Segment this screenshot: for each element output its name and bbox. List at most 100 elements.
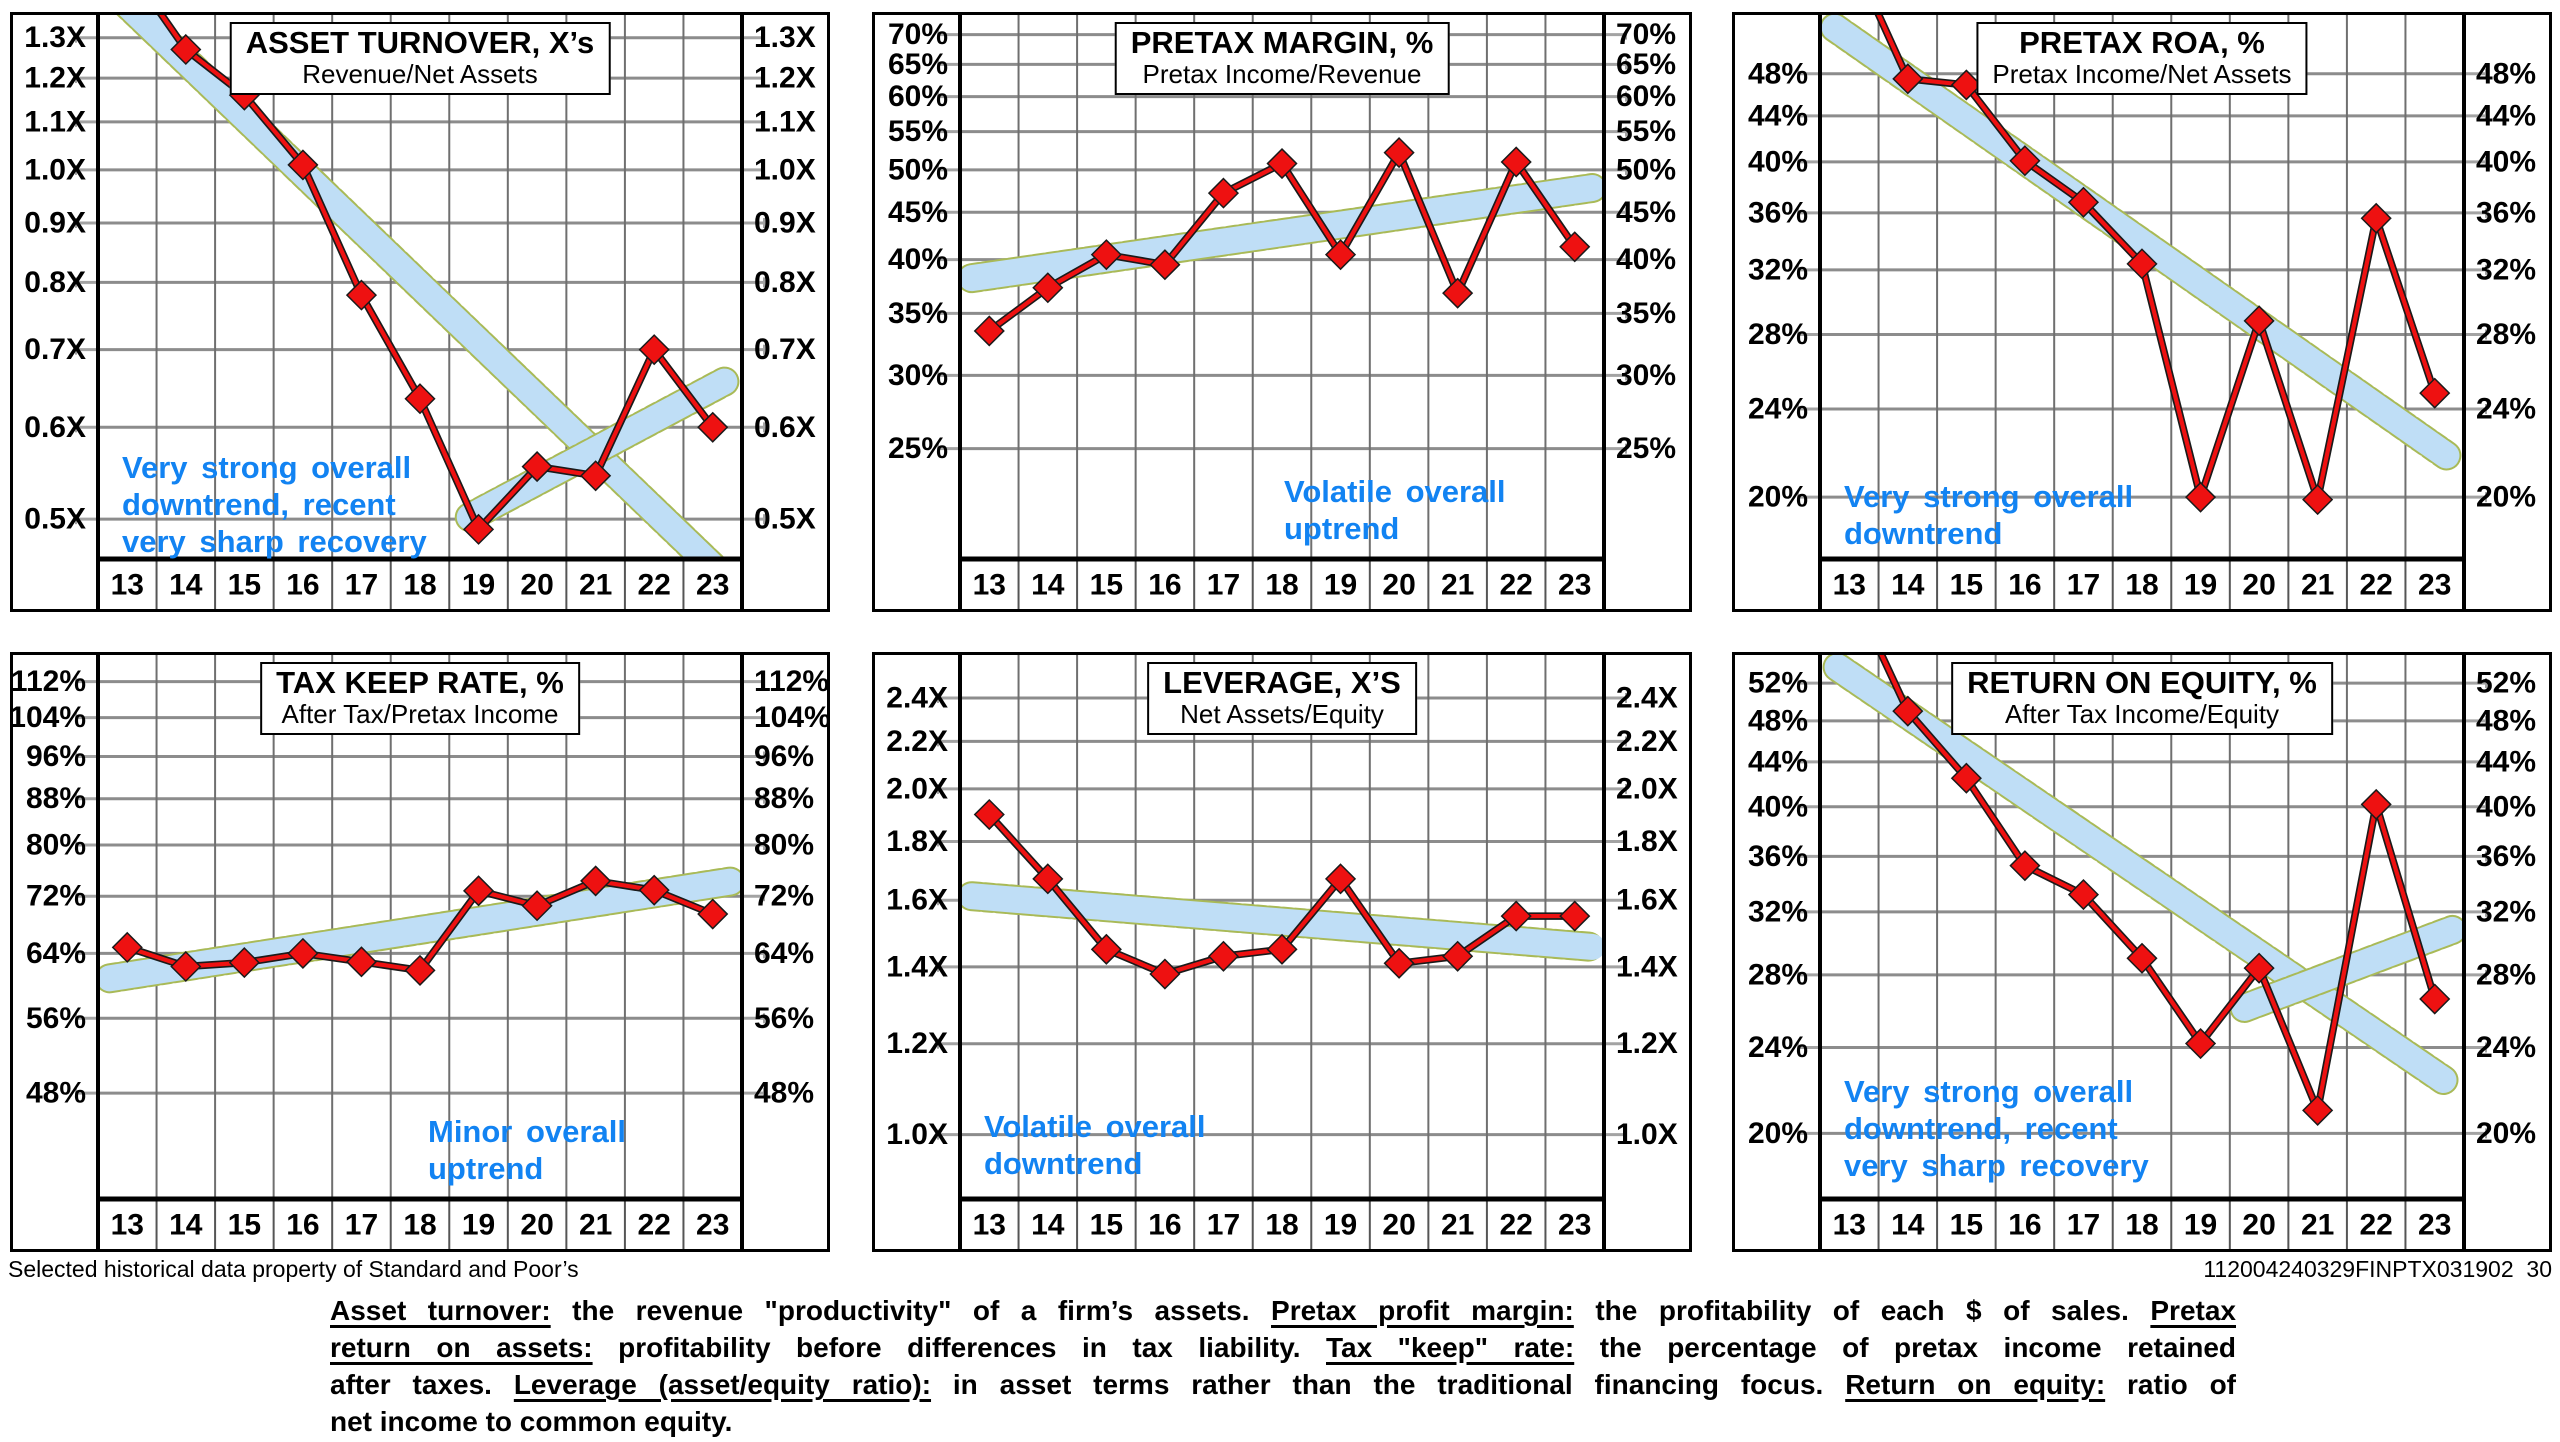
y-tick-label-left: 40%: [1748, 790, 1808, 823]
data-point: [2419, 983, 2451, 1015]
plot-series-group: [960, 798, 1604, 990]
year-label: 16: [286, 569, 319, 602]
chart-subtitle: Pretax Income/Revenue: [1142, 59, 1422, 89]
y-tick-label-right: 25%: [1616, 432, 1676, 465]
data-point: [2009, 145, 2041, 177]
y-tick-label-right: 20%: [2476, 481, 2536, 514]
definition-term: Pretax: [2150, 1295, 2236, 1326]
y-tick-label-left: 104%: [10, 701, 86, 734]
y-tick-label-left: 1.3X: [24, 21, 86, 54]
ratio-definitions-paragraph: Asset turnover: the revenue "productivit…: [330, 1292, 2236, 1440]
y-tick-label-left: 44%: [1748, 745, 1808, 778]
definition-term: Tax "keep" rate:: [1326, 1332, 1575, 1363]
y-tick-label-right: 24%: [2476, 1031, 2536, 1064]
y-tick-label-right: 28%: [2476, 318, 2536, 351]
data-point: [2243, 305, 2275, 337]
y-tick-label-left: 20%: [1748, 1117, 1808, 1150]
y-tick-label-left: 1.0X: [24, 153, 86, 186]
return-on-equity-svg: 13 14 15 16 17 18 19 20 21 22 23 52% 52% 48% 48% 44% 44%…: [1732, 652, 2552, 1252]
document-id: 112004240329FINPTX031902 30: [2203, 1256, 2552, 1282]
y-tick-label-left: 65%: [888, 48, 948, 81]
year-label: 13: [1833, 569, 1866, 602]
year-label: 13: [111, 1209, 144, 1242]
y-tick-label-right: 40%: [2476, 790, 2536, 823]
y-tick-label-right: 36%: [2476, 196, 2536, 229]
data-point: [1266, 147, 1298, 180]
y-tick-label-right: 60%: [1616, 80, 1676, 113]
y-tick-label-right: 0.8X: [754, 266, 816, 299]
y-tick-label-right: 64%: [754, 937, 814, 970]
y-tick-label-left: 28%: [1748, 318, 1808, 351]
data-point: [1892, 695, 1924, 727]
data-point: [1500, 146, 1532, 178]
y-tick-label-right: 30%: [1616, 359, 1676, 392]
y-tick-label-right: 55%: [1616, 115, 1676, 148]
data-point: [228, 947, 260, 979]
year-label: 15: [1090, 1209, 1123, 1242]
y-tick-label-left: 48%: [1748, 704, 1808, 737]
year-label: 15: [228, 569, 261, 602]
y-tick-label-right: 88%: [754, 782, 814, 815]
chart-title-box: RETURN ON EQUITY, % After Tax Income/Equ…: [1951, 662, 2333, 735]
y-tick-label-left: 1.2X: [886, 1027, 948, 1060]
data-point: [1892, 63, 1924, 95]
year-label: 14: [1031, 1209, 1065, 1242]
data-point: [1207, 940, 1240, 972]
year-label: 23: [696, 1209, 729, 1242]
data-point: [973, 315, 1005, 347]
chart-title-box: ASSET TURNOVER, X’s Revenue/Net Assets: [229, 22, 611, 95]
year-label: 13: [973, 1209, 1006, 1242]
y-tick-label-left: 40%: [888, 243, 948, 276]
definition-term: Asset turnover:: [330, 1295, 551, 1326]
y-tick-label-left: 24%: [1748, 1031, 1808, 1064]
year-label: 19: [462, 569, 495, 602]
year-label: 19: [2184, 569, 2217, 602]
definition-line: after taxes. Leverage (asset/equity rati…: [330, 1366, 2236, 1403]
plot-series-group: [98, 865, 742, 994]
year-label: 22: [2359, 1209, 2392, 1242]
y-tick-label-left: 1.8X: [886, 825, 948, 858]
y-tick-label-right: 1.4X: [1616, 950, 1678, 983]
year-label: 18: [403, 569, 436, 602]
y-tick-label-right: 96%: [754, 740, 814, 773]
year-label: 13: [111, 569, 144, 602]
y-tick-label-left: 36%: [1748, 840, 1808, 873]
y-tick-label-right: 28%: [2476, 958, 2536, 991]
year-label: 14: [1891, 1209, 1925, 1242]
data-point: [697, 411, 729, 443]
data-point: [1950, 762, 1982, 794]
data-point: [1324, 239, 1357, 271]
y-tick-label-left: 24%: [1748, 392, 1808, 425]
data-point: [2126, 248, 2158, 280]
chart-title: RETURN ON EQUITY, %: [1967, 665, 2317, 700]
year-label: 14: [1031, 569, 1065, 602]
year-label: 19: [462, 1209, 495, 1242]
data-point: [2009, 850, 2041, 882]
year-label: 16: [1148, 1209, 1181, 1242]
year-label: 21: [2301, 1209, 2334, 1242]
year-label: 17: [2067, 569, 2100, 602]
leverage-chart-panel: 13 14 15 16 17 18 19 20 21 22 23 2.4X 2.4X 2.2X 2.2X 2.…: [872, 652, 1692, 1252]
y-tick-label-right: 65%: [1616, 48, 1676, 81]
y-tick-label-left: 1.2X: [24, 62, 86, 95]
data-point: [1442, 277, 1474, 309]
data-point: [345, 279, 378, 311]
definition-text: the percentage of pretax income retained: [1574, 1332, 2236, 1363]
y-tick-label-right: 50%: [1616, 153, 1676, 186]
definition-term: Pretax profit margin:: [1271, 1295, 1574, 1326]
year-label: 20: [1382, 569, 1415, 602]
y-tick-label-right: 112%: [754, 665, 829, 698]
y-tick-label-right: 56%: [754, 1002, 814, 1035]
y-tick-label-left: 48%: [26, 1077, 86, 1110]
data-point: [287, 149, 319, 181]
data-point: [1149, 958, 1181, 990]
year-label: 22: [2359, 569, 2392, 602]
data-point: [1559, 231, 1591, 263]
y-tick-label-right: 1.6X: [1616, 884, 1678, 917]
year-label: 15: [1950, 569, 1983, 602]
return-on-equity-chart-panel: 13 14 15 16 17 18 19 20 21 22 23 52% 52% 48% 48% 44% 44%…: [1732, 652, 2552, 1252]
y-tick-label-left: 48%: [1748, 57, 1808, 90]
y-tick-label-right: 45%: [1616, 196, 1676, 229]
definition-text: the revenue "productivity" of a firm’s a…: [550, 1295, 1272, 1326]
